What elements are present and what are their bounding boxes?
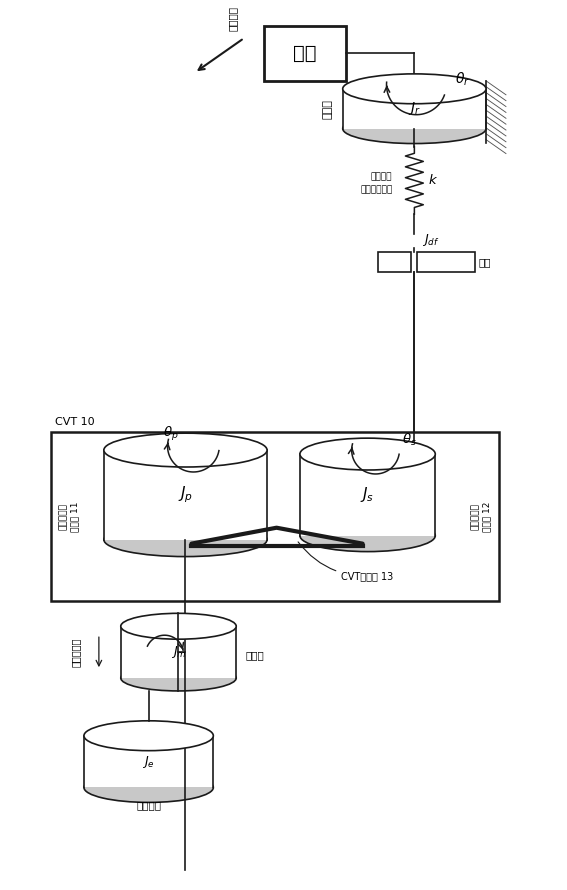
Text: セカンダリ
プーリ 12: セカンダリ プーリ 12 [471,502,492,532]
Ellipse shape [342,114,486,143]
Text: $J_e$: $J_e$ [142,754,155,770]
Bar [51,433,499,602]
Ellipse shape [104,522,267,556]
Text: CVT 10: CVT 10 [55,417,95,427]
Ellipse shape [104,433,267,467]
Bar [264,26,346,81]
Text: エンジン: エンジン [136,800,161,811]
Polygon shape [300,454,435,536]
Text: モータ: モータ [245,650,264,660]
Text: $J_{df}$: $J_{df}$ [422,232,440,248]
Text: プライマリ
プーリ 11: プライマリ プーリ 11 [58,502,79,532]
Text: シャフトばね: シャフトばね [360,186,392,195]
Text: $\theta_p$: $\theta_p$ [163,425,178,443]
Ellipse shape [342,74,486,104]
Ellipse shape [84,773,213,803]
Polygon shape [342,89,486,129]
Text: 車体: 車体 [293,44,316,63]
Text: $J_p$: $J_p$ [178,484,193,506]
Text: $\theta_s$: $\theta_s$ [402,432,417,449]
Ellipse shape [121,665,236,691]
Text: $J_r$: $J_r$ [408,101,421,117]
Bar [378,252,412,272]
Text: k: k [428,174,436,187]
Polygon shape [121,627,236,678]
Text: $J_m$: $J_m$ [171,644,187,660]
Polygon shape [104,450,267,539]
Text: CVTベルト 13: CVTベルト 13 [298,542,393,581]
Text: 進行方向: 進行方向 [227,6,237,31]
Text: デフ: デフ [478,257,490,267]
Ellipse shape [300,438,435,470]
Text: 回生トルク: 回生トルク [71,637,81,667]
Bar [417,252,475,272]
Text: $\theta_r$: $\theta_r$ [455,70,469,87]
Ellipse shape [84,721,213,750]
Text: $J_s$: $J_s$ [361,485,375,505]
Text: ドライブ: ドライブ [371,172,392,181]
Ellipse shape [300,520,435,552]
Text: タイヤ: タイヤ [323,99,333,118]
Polygon shape [84,736,213,788]
Ellipse shape [121,613,236,639]
